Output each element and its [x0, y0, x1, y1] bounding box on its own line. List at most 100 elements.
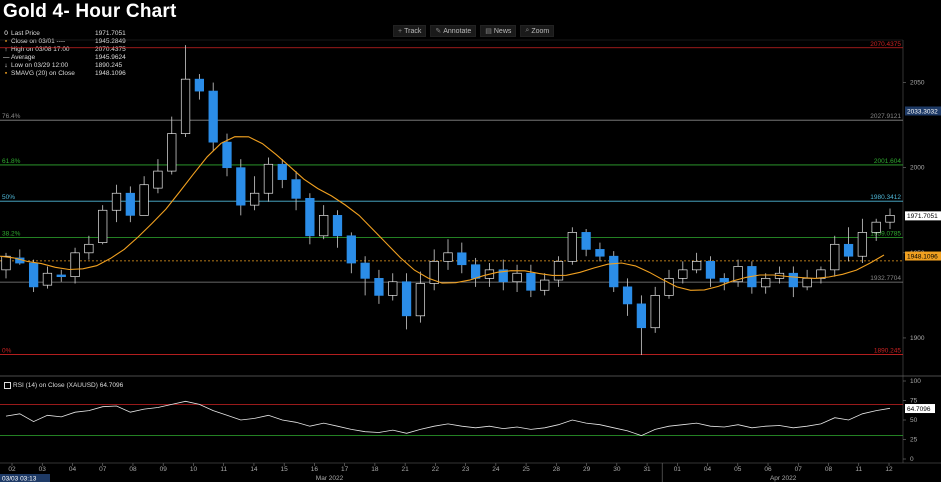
candle-up	[678, 269, 688, 279]
legend-row[interactable]: ▪ SMAVG (20) on Close 1948.1096	[3, 70, 126, 78]
zoom-icon: ⌕	[525, 27, 530, 34]
price-tag-box	[905, 106, 941, 116]
legend-marker-icon: ↑	[4, 46, 8, 54]
rsi-legend-label: RSI (14) on Close (XAUUSD)	[13, 382, 98, 390]
candle-down	[346, 235, 356, 264]
level-right-label: 2027.9121	[870, 113, 901, 120]
toolbar-annotate-button[interactable]: ✎ Annotate	[430, 25, 477, 37]
candle-down	[705, 260, 716, 279]
date-tick-label: 29	[583, 466, 591, 473]
date-tick-label: 16	[311, 466, 319, 473]
price-tick-label: 1900	[910, 335, 925, 342]
date-tick-label: 10	[190, 466, 198, 473]
rsi-legend: RSI (14) on Close (XAUUSD) 64.7096	[4, 382, 123, 389]
legend-value: 1948.1096	[95, 70, 126, 78]
legend-label: High on 03/08 17:00	[11, 46, 70, 54]
date-tick-label: 07	[795, 466, 803, 473]
candle-up	[70, 252, 80, 278]
legend-value: 1945.2849	[95, 38, 126, 46]
legend-marker-icon: ▪	[4, 70, 8, 78]
candle-up	[857, 232, 868, 257]
date-tick-label: 09	[160, 466, 168, 473]
month-label: Mar 2022	[316, 475, 344, 482]
candle-up	[664, 278, 674, 296]
date-tick-label: 12	[885, 466, 893, 473]
candle-up	[84, 243, 94, 254]
candle-down	[609, 255, 619, 288]
toolbar-label: Annotate	[443, 27, 472, 35]
toolbar-track-button[interactable]: + Track	[393, 25, 427, 37]
rsi-tick-label: 75	[910, 398, 918, 405]
candle-up	[802, 278, 812, 288]
date-tick-label: 11	[220, 466, 227, 473]
candle-down	[236, 167, 246, 206]
chart-legend: 0 Last Price 1971.7051 ▪ Close on 03/01 ----…	[3, 30, 126, 79]
legend-value: 2070.4375	[95, 46, 126, 54]
candle-down	[125, 192, 135, 216]
candle-up	[816, 269, 826, 279]
candle-up	[512, 272, 522, 283]
legend-label: Close on 03/01 ----	[11, 38, 66, 46]
candle-down	[332, 215, 343, 237]
legend-row[interactable]: ▪ Close on 03/01 ---- 1945.2849	[3, 38, 126, 46]
price-tag-label: 2033.3032	[907, 108, 938, 115]
candle-down	[305, 197, 315, 237]
level-left-label: 0%	[2, 348, 12, 355]
candle-up	[98, 209, 108, 243]
candle-up	[180, 78, 191, 134]
toolbar-label: Track	[404, 27, 422, 35]
candle-down	[719, 278, 729, 283]
date-tick-label: 17	[341, 466, 349, 473]
candle-up	[1, 255, 11, 271]
candle-up	[42, 272, 53, 286]
date-box-label: 03/03 03:13	[2, 476, 37, 482]
date-tick-label: 15	[281, 466, 289, 473]
date-tick-label: 04	[69, 466, 77, 473]
legend-marker-icon: —	[3, 54, 10, 62]
candle-up	[319, 215, 329, 237]
price-tag-label: 1948.1096	[907, 253, 938, 260]
candle-down	[28, 262, 39, 288]
rsi-tick-label: 100	[910, 378, 921, 385]
candle-down	[457, 252, 467, 266]
level-left-label: 61.8%	[2, 158, 21, 165]
candle-down	[401, 281, 412, 317]
level-right-label: 1959.0785	[870, 230, 901, 237]
level-right-label: 1932.7704	[870, 275, 901, 282]
date-tick-label: 07	[99, 466, 107, 473]
legend-row[interactable]: — Average 1945.9624	[3, 54, 126, 62]
legend-label: Average	[11, 54, 36, 62]
date-tick-label: 22	[432, 466, 440, 473]
candle-down	[581, 232, 591, 250]
toolbar-label: Zoom	[531, 27, 550, 35]
date-tick-label: 31	[643, 466, 651, 473]
candle-up	[733, 266, 743, 283]
rsi-last-tag-box	[905, 404, 935, 414]
legend-row[interactable]: 0 Last Price 1971.7051	[3, 30, 126, 38]
candle-up	[761, 278, 771, 288]
candle-up	[871, 221, 881, 233]
date-tick-label: 25	[522, 466, 530, 473]
candle-up	[111, 192, 122, 211]
month-label: Apr 2022	[770, 475, 797, 482]
legend-row[interactable]: ↓ Low on 03/29 12:00 1890.245	[3, 62, 126, 70]
toolbar-zoom-button[interactable]: ⌕ Zoom	[520, 25, 555, 37]
toolbar-news-button[interactable]: ▤ News	[480, 25, 517, 37]
price-tag-box	[905, 251, 941, 261]
rsi-legend-swatch	[4, 382, 11, 389]
candle-down	[470, 264, 481, 279]
level-right-label: 1890.245	[874, 348, 901, 355]
level-left-label: 38.2%	[2, 230, 21, 237]
chart-title: Gold 4- Hour Chart	[3, 1, 177, 22]
candle-up	[830, 243, 840, 271]
rsi-last-tag-label: 64.7096	[907, 406, 931, 413]
date-box-bg	[0, 474, 50, 482]
legend-row[interactable]: ↑ High on 03/08 17:00 2070.4375	[3, 46, 126, 54]
chart-toolbar: + Track ✎ Annotate ▤ News ⌕ Zoom	[393, 25, 555, 37]
date-tick-label: 28	[553, 466, 561, 473]
level-right-label: 2001.604	[874, 158, 901, 165]
candle-up	[553, 260, 564, 281]
candle-down	[843, 243, 854, 257]
candle-down	[56, 274, 66, 278]
